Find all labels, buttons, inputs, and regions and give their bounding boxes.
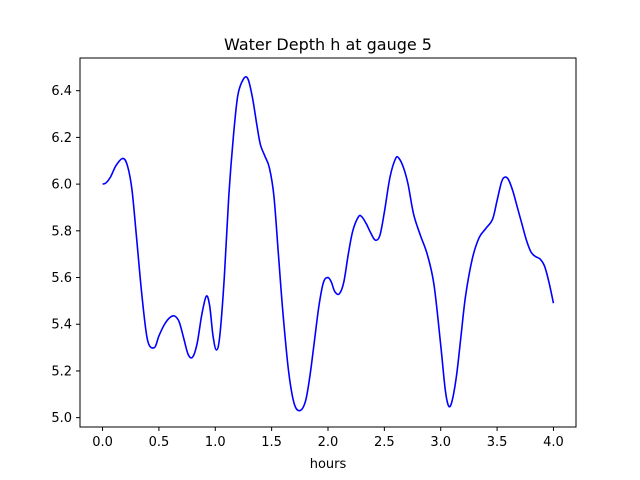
y-tick-label: 5.2 [51,364,72,379]
x-tick-label: 1.0 [205,435,226,450]
y-tick-label: 6.4 [51,84,72,99]
y-axis: 5.0 5.2 5.4 5.6 5.8 6.0 6.2 6.4 [51,84,80,426]
x-axis-label: hours [310,457,347,472]
series-line-0 [102,76,555,412]
x-axis: 0.0 0.5 1.0 1.5 2.0 2.5 3.0 3.5 4.0 [92,427,564,450]
plot-area [102,76,555,412]
y-tick-label: 5.4 [51,318,72,333]
x-tick-label: 4.0 [543,435,564,450]
x-tick-label: 1.5 [261,435,282,450]
y-tick-label: 6.0 [51,178,72,193]
y-tick-label: 5.0 [51,411,72,426]
y-tick-label: 5.8 [51,224,72,239]
y-tick-label: 5.6 [51,271,72,286]
x-tick-label: 2.0 [318,435,339,450]
x-tick-label: 2.5 [374,435,395,450]
chart-title: Water Depth h at gauge 5 [224,35,432,54]
y-tick-label: 6.2 [51,131,72,146]
x-tick-label: 0.0 [92,435,113,450]
x-tick-label: 3.0 [430,435,451,450]
x-tick-label: 3.5 [487,435,508,450]
plot-frame [79,57,577,428]
x-tick-label: 0.5 [149,435,170,450]
